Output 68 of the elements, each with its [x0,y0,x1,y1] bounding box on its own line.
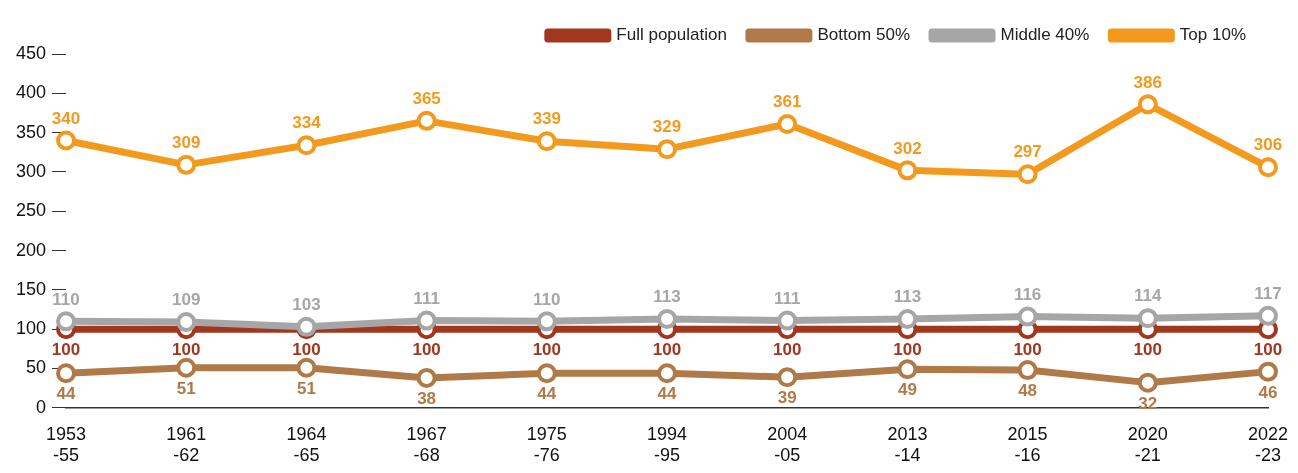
x-tick-label: 2022 -23 [1247,423,1289,466]
data-label: 361 [773,92,802,112]
data-label: 110 [533,289,561,309]
x-tick-label: 1967 -68 [406,423,447,466]
data-label: 100 [1133,340,1162,360]
x-tick-label: 1975 -76 [526,423,567,466]
y-tick-label: 250 [15,200,47,221]
y-tick-label: 400 [15,82,47,103]
data-label: 113 [893,287,922,307]
data-label: 44 [537,384,557,404]
data-label: 113 [653,287,681,307]
legend-label: Top 10% [1179,25,1247,45]
x-tick-label: 1961 -62 [166,423,207,466]
legend-label: Middle 40% [1000,25,1090,45]
data-label: 48 [1018,381,1038,401]
data-label: 114 [1134,286,1163,306]
data-label: 309 [172,133,201,153]
data-label: 100 [292,340,321,360]
data-label: 100 [893,340,922,360]
data-label: 386 [1133,72,1162,92]
data-label: 111 [413,288,440,308]
x-tick-label: 1964 -65 [286,423,327,466]
data-label: 116 [1013,284,1042,304]
data-label: 100 [1013,340,1042,360]
data-label: 100 [412,340,441,360]
y-tick-label: 150 [15,278,47,299]
legend-label: Full population [616,25,727,45]
data-label: 38 [417,389,437,409]
y-tick-label: 350 [15,121,47,142]
data-label: 109 [172,290,201,310]
data-label: 100 [172,340,201,360]
x-tick-label: 2004 -05 [767,423,808,466]
x-tick-label: 1994 -95 [646,423,688,466]
data-label: 51 [296,378,316,398]
data-label: 340 [51,108,81,128]
x-tick-label: 2013 -14 [887,423,928,466]
y-tick-label: 300 [15,160,47,181]
data-label: 302 [893,138,922,158]
data-label: 100 [51,340,81,360]
data-label: 44 [657,384,678,404]
data-label: 39 [777,388,797,408]
data-label: 103 [292,295,321,315]
x-tick-label: 1953 -55 [46,423,87,466]
data-label: 365 [412,89,441,109]
data-label: 46 [1258,382,1278,402]
data-label: 110 [52,289,80,309]
data-label: 111 [773,288,801,308]
data-label: 100 [532,340,562,360]
y-tick-label: 100 [15,318,47,339]
data-label: 339 [532,109,562,129]
data-label: 49 [897,380,917,400]
data-label: 100 [1253,340,1283,360]
data-label: 51 [176,378,196,398]
legend-label: Bottom 50% [817,25,911,45]
y-tick-label: 450 [15,42,47,63]
y-tick-label: 200 [15,239,47,260]
y-tick-label: 50 [26,357,47,378]
data-label: 306 [1253,135,1283,155]
data-label: 44 [56,384,77,404]
x-tick-label: 2015 -16 [1007,423,1048,466]
data-label: 100 [773,340,802,360]
x-tick-label: 2020 -21 [1127,423,1168,466]
data-label: 329 [652,117,682,137]
data-label: 334 [292,113,322,133]
y-tick-label: 0 [36,396,47,417]
data-label: 297 [1013,142,1042,162]
data-label: 117 [1254,284,1282,303]
data-label: 100 [652,340,682,360]
